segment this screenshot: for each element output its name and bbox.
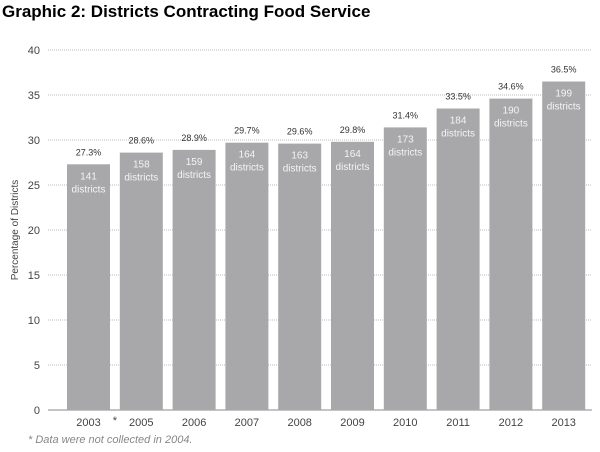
y-axis-label: Percentage of Districts (10, 180, 21, 281)
value-label: 36.5% (551, 65, 577, 75)
bar (383, 127, 427, 411)
bar (436, 108, 480, 410)
y-tick-label: 25 (28, 180, 40, 192)
value-label: 33.5% (445, 92, 471, 102)
y-tick-label: 20 (28, 225, 40, 237)
district-count-label: 173 (397, 134, 414, 145)
district-count-label: 159 (186, 157, 203, 168)
value-label: 29.7% (234, 126, 260, 136)
district-unit-label: districts (230, 163, 264, 174)
x-tick-label: 2003 (76, 417, 100, 429)
x-tick-label: 2009 (340, 417, 364, 429)
district-count-label: 190 (503, 106, 520, 117)
value-label: 28.9% (181, 133, 207, 143)
x-tick-label: 2006 (182, 417, 206, 429)
y-tick-label: 5 (34, 360, 40, 372)
district-unit-label: districts (441, 129, 475, 140)
district-count-label: 184 (450, 116, 467, 127)
district-count-label: 164 (239, 150, 256, 161)
district-unit-label: districts (124, 173, 158, 184)
footnote: * Data were not collected in 2004. (28, 434, 193, 446)
district-count-label: 163 (291, 151, 308, 162)
x-tick-label: 2010 (393, 417, 417, 429)
y-tick-label: 40 (28, 45, 40, 57)
value-label: 27.3% (76, 147, 102, 157)
chart-title: Graphic 2: Districts Contracting Food Se… (2, 2, 371, 21)
district-count-label: 141 (80, 171, 97, 182)
bar (119, 152, 163, 410)
x-tick-label: 2012 (499, 417, 523, 429)
bar (278, 143, 322, 410)
district-unit-label: districts (336, 162, 370, 173)
district-count-label: 158 (133, 160, 150, 171)
y-tick-label: 0 (34, 405, 40, 417)
bar (331, 141, 374, 411)
district-unit-label: districts (547, 102, 581, 113)
bar (542, 81, 586, 410)
x-tick-label: 2005 (129, 417, 153, 429)
bar (225, 142, 269, 410)
bar (489, 98, 533, 410)
district-count-label: 199 (555, 89, 572, 100)
district-unit-label: districts (494, 119, 528, 130)
value-label: 34.6% (498, 82, 524, 92)
x-tick-label: 2013 (551, 417, 575, 429)
y-tick-label: 10 (28, 315, 40, 327)
x-tick-label: 2011 (446, 417, 470, 429)
value-label: 28.6% (129, 136, 155, 146)
y-tick-label: 30 (28, 135, 40, 147)
value-label: 29.8% (340, 125, 366, 135)
value-label: 29.6% (287, 127, 313, 137)
y-tick-label: 15 (28, 270, 40, 282)
district-unit-label: districts (388, 147, 422, 158)
bar (67, 164, 110, 410)
district-unit-label: districts (72, 184, 106, 195)
y-tick-label: 35 (28, 90, 40, 102)
district-unit-label: districts (283, 164, 317, 175)
value-label: 31.4% (393, 110, 419, 120)
x-tick-label: 2008 (287, 417, 311, 429)
gap-marker: * (113, 415, 118, 427)
x-tick-label: 2007 (235, 417, 259, 429)
district-count-label: 164 (344, 149, 361, 160)
district-unit-label: districts (177, 170, 211, 181)
bar (172, 149, 216, 410)
